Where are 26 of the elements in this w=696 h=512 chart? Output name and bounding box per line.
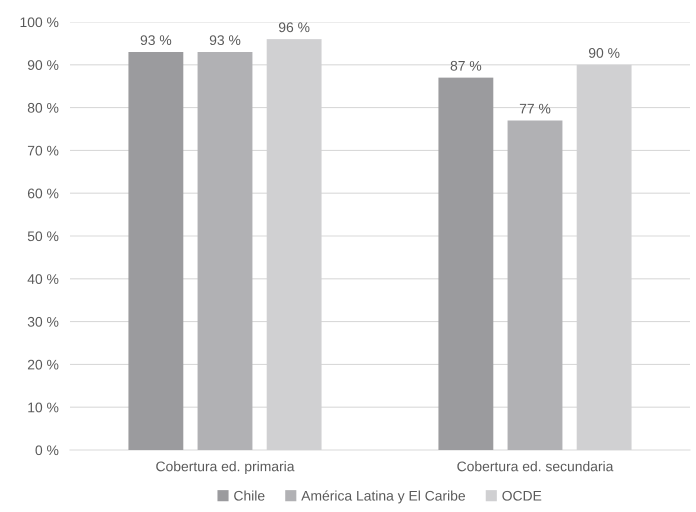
legend-label: OCDE [502,490,542,501]
x-tick-label: Cobertura ed. secundaria [457,461,614,472]
y-tick-label: 100 % [20,17,58,28]
y-tick-label: 30 % [28,316,58,327]
bar [438,78,494,450]
y-tick-label: 50 % [28,231,58,242]
data-label: 96 % [278,22,310,32]
bar [508,120,562,450]
bar [128,52,184,450]
y-tick-label: 90 % [28,60,58,70]
y-tick-label: 80 % [28,102,58,113]
y-tick-label: 70 % [28,146,58,156]
y-tick-label: 60 % [28,188,58,198]
legend-label: América Latina y El Caribe [301,490,465,504]
legend-label: Chile [234,490,264,501]
data-label: 87 % [450,60,482,71]
y-tick-label: 0 % [36,445,58,456]
data-label: 77 % [520,104,550,114]
x-tick-label: Cobertura ed. primaria [156,461,294,474]
bar [198,52,252,450]
data-label: 90 % [588,48,620,58]
y-tick-label: 40 % [28,274,58,284]
y-tick-label: 10 % [28,402,58,412]
data-label: 93 % [140,35,172,46]
data-label: 93 % [210,35,240,46]
y-tick-label: 20 % [28,360,58,370]
